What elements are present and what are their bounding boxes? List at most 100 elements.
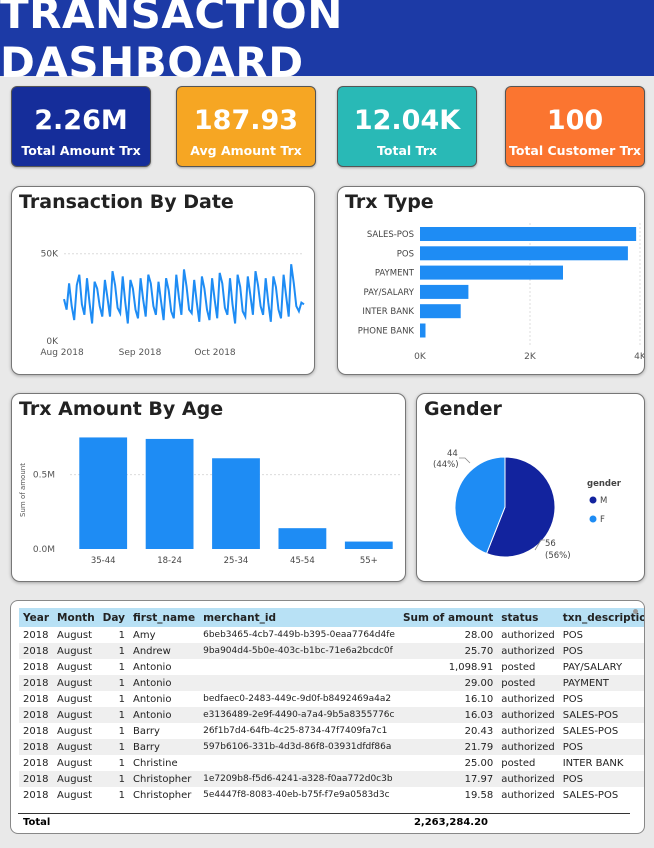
- table-cell: 1: [98, 739, 129, 755]
- table-row[interactable]: 2018 August 1 Amy 6beb3465-4cb7-449b-b395-0e…: [19, 627, 644, 643]
- table-cell: 1: [118, 693, 125, 705]
- table-cell: Barry: [133, 725, 160, 737]
- table-cell: PAYMENT: [558, 675, 644, 691]
- slice-value-label: 44: [447, 449, 458, 459]
- kpi-label: Total Customer Trx: [509, 143, 641, 158]
- table-cell: August: [57, 757, 93, 769]
- table-cell: 2018: [23, 789, 49, 801]
- card-trx-amount-by-age[interactable]: 0.0M 0.5M Sum of amount 35-44 18-24 25-34 45-5…: [11, 393, 406, 582]
- table-cell: August: [53, 739, 99, 755]
- table-cell: August: [53, 675, 99, 691]
- category-label: 25-34: [224, 556, 249, 566]
- card-trx-type[interactable]: 0K 2K 4K SALES-POS POS PAYMENT PAY/SALARY INTER…: [337, 186, 645, 375]
- table-cell: authorized: [497, 739, 559, 755]
- table-cell: August: [57, 725, 93, 737]
- table-cell: 1,098.91: [448, 661, 494, 673]
- table-cell: 2018: [19, 675, 54, 691]
- transaction-table-card[interactable]: Year Month Day first_name merchant_id Sum of …: [10, 600, 645, 834]
- trx-type-bar: [420, 265, 563, 280]
- table-cell: 1: [118, 725, 125, 737]
- table-column-header[interactable]: Year: [19, 608, 54, 627]
- age-bar: [278, 528, 327, 549]
- table-cell: 2018: [23, 757, 49, 769]
- table-cell: Christine: [133, 757, 178, 769]
- kpi-total-amount[interactable]: 2.26M Total Amount Trx: [11, 86, 151, 167]
- y-tick-label: 0.0M: [33, 545, 55, 555]
- table-cell: Antonio: [129, 707, 200, 723]
- category-label: 45-54: [290, 556, 315, 566]
- table-cell: August: [53, 643, 99, 659]
- table-cell: posted: [501, 757, 536, 769]
- table-cell: 9ba904d4-5b0e-403c-b1bc-71e6a2bcdc0f: [199, 643, 399, 659]
- table-cell: [199, 659, 399, 675]
- table-cell: 1: [98, 675, 129, 691]
- table-cell: posted: [497, 675, 559, 691]
- table-column-header[interactable]: txn_description: [558, 608, 644, 627]
- category-label: POS: [397, 249, 414, 259]
- table-cell: 1: [118, 757, 125, 769]
- table-cell: August: [57, 629, 93, 641]
- trx-type-bar: [420, 304, 461, 319]
- card-transaction-by-date[interactable]: 50K 0K Aug 2018 Sep 2018 Oct 2018 Transactio…: [11, 186, 315, 375]
- table-cell: authorized: [501, 629, 555, 641]
- table-column-header[interactable]: merchant_id: [199, 608, 399, 627]
- table-column-header[interactable]: status: [497, 608, 559, 627]
- chart-title: Trx Type: [345, 191, 434, 213]
- table-row[interactable]: 2018 August 1 Barry 597b6106-331b-4d3d-86f8-…: [19, 739, 644, 755]
- table-column-header[interactable]: Month: [53, 608, 99, 627]
- age-bar: [79, 437, 128, 549]
- table-column-header[interactable]: Day: [98, 608, 129, 627]
- table-column-header[interactable]: first_name: [129, 608, 200, 627]
- kpi-label: Total Trx: [377, 143, 437, 158]
- table-cell: August: [57, 661, 93, 673]
- table-row[interactable]: 2018 August 1 Christine 25.00 posted INTER BAN…: [19, 755, 644, 771]
- kpi-value: 187.93: [193, 105, 299, 136]
- table-row[interactable]: 2018 August 1 Barry 26f1b7d4-64fb-4c25-8734-…: [19, 723, 644, 739]
- table-cell: POS: [558, 739, 644, 755]
- chart-title: Transaction By Date: [19, 191, 234, 213]
- table-row[interactable]: 2018 August 1 Christopher 5e4447f8-8083-40eb…: [19, 787, 644, 803]
- trx-type-bar: [420, 323, 426, 338]
- table-cell: SALES-POS: [562, 725, 619, 737]
- table-cell: Antonio: [129, 675, 200, 691]
- kpi-label: Total Amount Trx: [21, 143, 141, 158]
- table-row[interactable]: 2018 August 1 Antonio 29.00 posted PAYMENT: [19, 675, 644, 691]
- chart-title: Gender: [424, 398, 502, 420]
- table-row[interactable]: 2018 August 1 Andrew 9ba904d4-5b0e-403c-b1bc…: [19, 643, 644, 659]
- legend-title: gender: [587, 479, 622, 489]
- card-gender[interactable]: 56 (56%) 44 (44%) gender M F Gender: [416, 393, 645, 582]
- table-cell: POS: [562, 693, 583, 705]
- table-cell: 2018: [23, 661, 49, 673]
- y-tick-label: 0.5M: [33, 471, 55, 481]
- table-scroll-indicator[interactable]: [633, 609, 638, 614]
- table-cell: authorized: [501, 789, 555, 801]
- table-cell: August: [57, 789, 93, 801]
- table-cell: Amy: [133, 629, 156, 641]
- category-label: SALES-POS: [367, 230, 414, 240]
- table-cell: 20.43: [464, 725, 494, 737]
- slice-pct-label: (56%): [545, 551, 571, 561]
- y-axis-label: Sum of amount: [19, 463, 27, 517]
- pie-slice-m: [485, 456, 556, 558]
- table-cell: 2018: [23, 693, 49, 705]
- table-row[interactable]: 2018 August 1 Antonio 1,098.91 posted PAY/SALA…: [19, 659, 644, 675]
- x-tick-label: Aug 2018: [40, 348, 84, 358]
- age-bar-chart: 0.0M 0.5M Sum of amount 35-44 18-24 25-34 45-5…: [19, 437, 402, 566]
- kpi-label: Avg Amount Trx: [190, 143, 302, 158]
- leader-line: [534, 539, 545, 551]
- table-column-header[interactable]: Sum of amount: [398, 608, 498, 627]
- table-row[interactable]: 2018 August 1 Antonio bedfaec0-2483-449c-9d0…: [19, 691, 644, 707]
- legend-label: M: [600, 496, 607, 506]
- table-cell: 21.79: [398, 739, 498, 755]
- table-cell: 1: [118, 629, 125, 641]
- table-row[interactable]: 2018 August 1 Antonio e3136489-2e9f-4490-a7a…: [19, 707, 644, 723]
- kpi-total-customer[interactable]: 100 Total Customer Trx: [505, 86, 645, 167]
- table-cell: INTER BANK: [562, 757, 624, 769]
- kpi-total-trx[interactable]: 12.04K Total Trx: [337, 86, 477, 167]
- age-bar: [212, 458, 260, 549]
- transaction-table[interactable]: Year Month Day first_name merchant_id Sum of …: [19, 608, 644, 803]
- kpi-avg-amount[interactable]: 187.93 Avg Amount Trx: [176, 86, 316, 167]
- dashboard-title: TRANSACTION DASHBOARD: [0, 0, 343, 87]
- table-row[interactable]: 2018 August 1 Christopher 1e7209b8-f5d6-4241…: [19, 771, 644, 787]
